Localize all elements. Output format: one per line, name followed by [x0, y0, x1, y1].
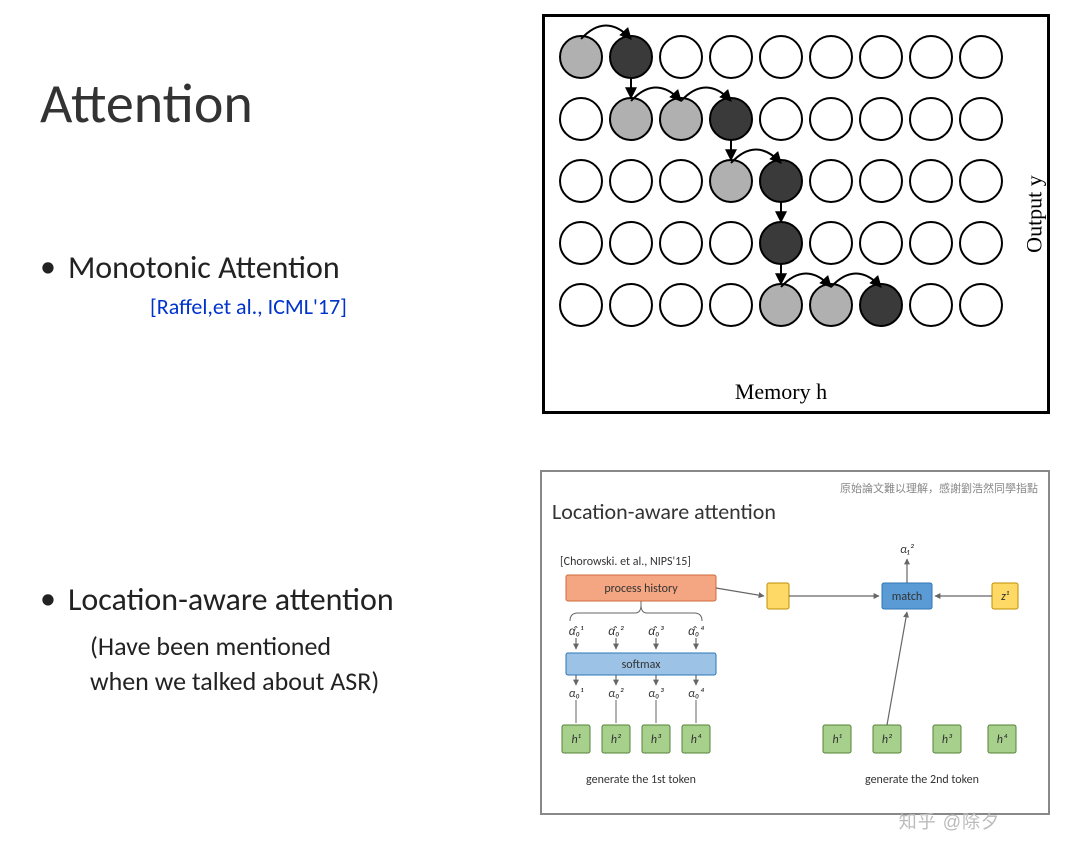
svg-text:generate the 2nd token: generate the 2nd token	[865, 773, 979, 787]
svg-text:α̂₀⁴: α̂₀⁴	[688, 625, 705, 639]
bullet-dot: •	[40, 248, 56, 286]
svg-text:h²: h²	[611, 733, 622, 747]
fig2-title: Location-aware attention	[552, 498, 1038, 525]
watermark: 知乎 @除夕	[899, 808, 1000, 834]
svg-text:generate the 1st token: generate the 1st token	[586, 773, 696, 787]
svg-text:h¹: h¹	[832, 733, 842, 747]
svg-text:h³: h³	[651, 733, 662, 747]
svg-text:α₀¹: α₀¹	[569, 687, 584, 701]
figure-location-aware: 原始論文難以理解，感謝劉浩然同學指點 Location-aware attent…	[540, 470, 1050, 815]
svg-text:[Chorowski. et al., NIPS'15]: [Chorowski. et al., NIPS'15]	[560, 555, 691, 569]
svg-text:h⁴: h⁴	[691, 733, 702, 747]
svg-text:α̂₀³: α̂₀³	[648, 625, 665, 639]
figure-monotonic-attention: Memory h Output y	[542, 14, 1050, 414]
svg-text:h⁴: h⁴	[997, 733, 1008, 747]
svg-text:α̂₀¹: α̂₀¹	[569, 625, 585, 639]
bullet-dot: •	[40, 580, 56, 618]
svg-text:α̂₀²: α̂₀²	[608, 625, 624, 639]
svg-text:α₀²: α₀²	[608, 687, 624, 701]
bullet-location-label: Location-aware attention	[68, 580, 394, 619]
svg-text:h²: h²	[882, 733, 893, 747]
svg-text:match: match	[892, 590, 922, 604]
svg-text:h¹: h¹	[571, 733, 581, 747]
svg-text:z¹: z¹	[1001, 590, 1010, 604]
svg-text:softmax: softmax	[622, 658, 662, 672]
figure-monotonic-grid	[545, 17, 1050, 377]
svg-text:process history: process history	[604, 582, 678, 596]
bullet-monotonic-label: Monotonic Attention	[68, 248, 340, 287]
svg-text:α₀³: α₀³	[648, 687, 664, 701]
fig2-diagram: [Chorowski. et al., NIPS'15] process hist…	[552, 525, 1042, 815]
svg-text:α₁²: α₁²	[900, 543, 915, 557]
svg-text:α₀⁴: α₀⁴	[688, 687, 704, 701]
fig2-credit: 原始論文難以理解，感謝劉浩然同學指點	[552, 480, 1038, 496]
fig1-ylabel: Output y	[1021, 175, 1048, 253]
fig1-xlabel: Memory h	[545, 378, 1017, 405]
svg-text:h³: h³	[942, 733, 953, 747]
